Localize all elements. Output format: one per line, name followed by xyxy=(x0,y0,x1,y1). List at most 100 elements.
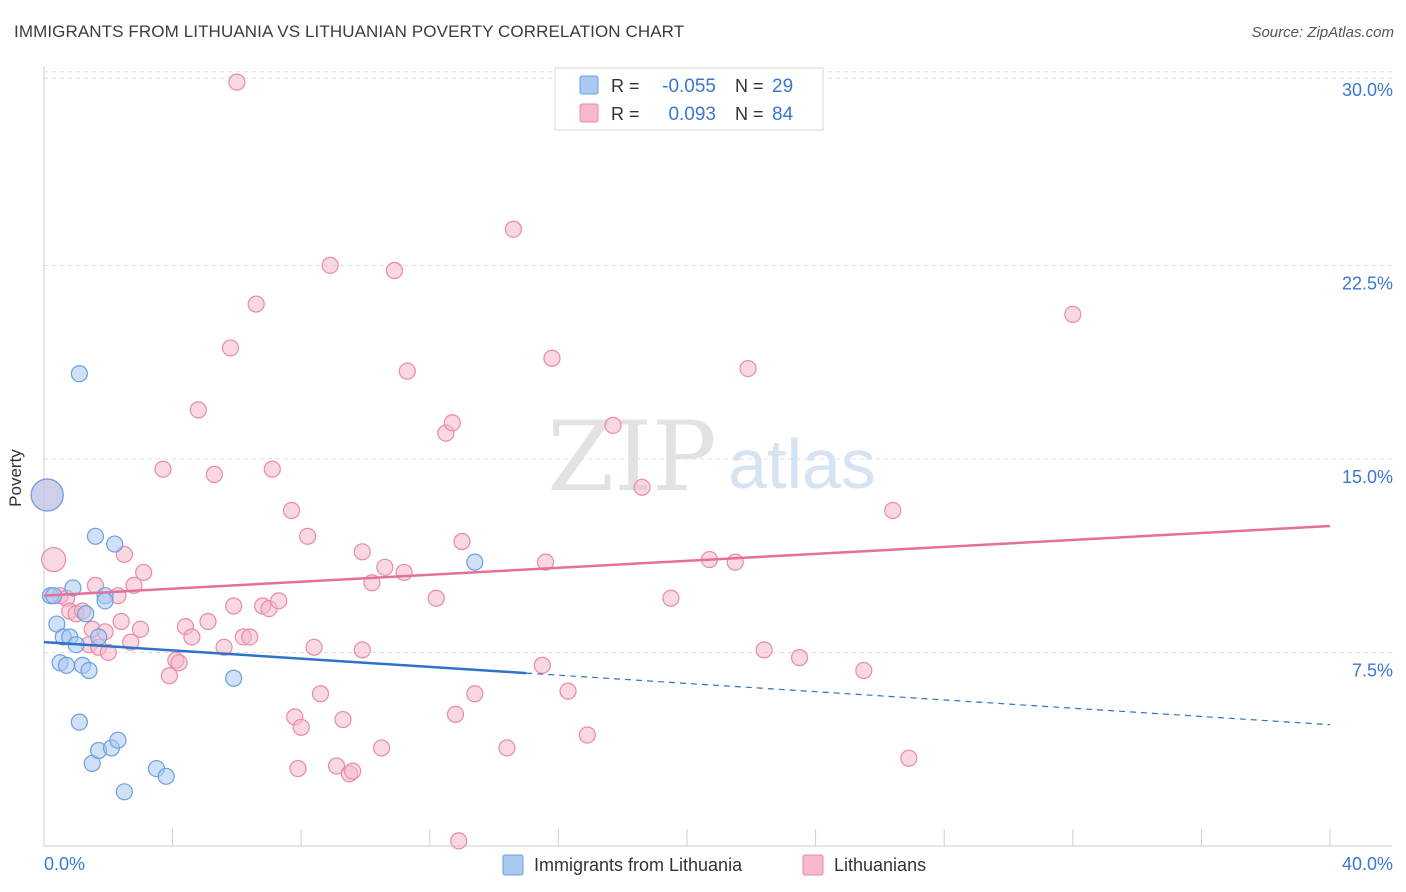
lithuanians-point xyxy=(466,685,484,703)
lithuanians-point xyxy=(247,295,265,313)
trend-lines xyxy=(43,524,1331,726)
lithuanians-point xyxy=(536,553,555,571)
immigrants-point xyxy=(30,478,64,512)
legend-n-label-pink: N = xyxy=(735,104,764,124)
lithuanians-point xyxy=(170,654,188,672)
legend-swatch-blue xyxy=(579,75,599,95)
lithuanians-point xyxy=(498,739,516,757)
lithuanians-point xyxy=(372,739,391,757)
lithuanians-point xyxy=(427,589,445,607)
lithuanians-point xyxy=(241,628,259,646)
y-tick-label: 15.0% xyxy=(1342,467,1393,487)
lithuanians-point xyxy=(884,501,902,520)
lithuanians-point xyxy=(334,710,352,729)
bottom-legend-swatch-pink xyxy=(802,854,824,876)
immigrants-point xyxy=(70,713,88,731)
legend-n-label-blue: N = xyxy=(735,76,764,96)
immigrants-point xyxy=(106,535,124,553)
lithuanians-point xyxy=(726,553,744,571)
lithuanians-point xyxy=(225,597,243,615)
lithuanians-point xyxy=(189,401,207,419)
lithuanians-point xyxy=(299,527,317,545)
immigrants-trend-line xyxy=(43,640,527,675)
y-tick-label: 22.5% xyxy=(1342,273,1393,293)
immigrants-trend-line-extrapolated xyxy=(526,672,1331,726)
legend-swatch-pink xyxy=(579,103,599,123)
immigrants-point xyxy=(96,592,114,610)
lithuanians-point xyxy=(533,656,551,674)
lithuanians-point xyxy=(739,359,757,378)
lithuanians-point xyxy=(633,478,651,496)
x-tick-label-min: 0.0% xyxy=(44,854,85,874)
lithuanians-point xyxy=(289,759,307,778)
immigrants-point xyxy=(90,628,108,646)
lithuanians-point xyxy=(205,465,223,483)
legend-r-value-pink: 0.093 xyxy=(668,104,716,125)
immigrants-point xyxy=(57,656,76,674)
legend-n-value-blue: 29 xyxy=(772,76,793,97)
lithuanians-point xyxy=(543,349,561,367)
grid-lines xyxy=(44,71,1392,653)
lithuanians-point xyxy=(131,620,150,638)
immigrants-point xyxy=(225,669,243,687)
immigrants-point xyxy=(466,553,484,571)
lithuanians-point xyxy=(385,261,404,280)
legend-r-value-blue: -0.055 xyxy=(662,76,716,97)
lithuanians-point xyxy=(305,638,323,656)
lithuanians-point xyxy=(112,612,130,631)
lithuanians-point xyxy=(790,649,809,667)
lithuanians-point xyxy=(900,749,918,767)
lithuanians-point xyxy=(395,563,413,582)
lithuanians-point xyxy=(228,73,246,91)
legend-n-value-pink: 84 xyxy=(772,104,794,125)
bottom-legend: Immigrants from Lithuania Lithuanians xyxy=(502,854,926,876)
lithuanians-point xyxy=(353,641,371,659)
lithuanians-point xyxy=(321,256,339,274)
immigrants-point xyxy=(77,605,95,623)
lithuanians-point xyxy=(282,501,301,520)
lithuanians-trend-line xyxy=(43,524,1331,597)
lithuanians-point xyxy=(578,726,596,744)
series-immigrants-from-lithuania xyxy=(30,365,484,801)
legend-r-label-pink: R = xyxy=(611,104,640,124)
lithuanians-point xyxy=(311,685,330,703)
immigrants-point xyxy=(64,579,82,597)
lithuanians-point xyxy=(41,546,67,573)
immigrants-point xyxy=(115,783,133,801)
lithuanians-point xyxy=(292,718,310,736)
lithuanians-point xyxy=(398,362,416,380)
legend-box: R = -0.055 N = 29 R = 0.093 N = 84 xyxy=(554,67,824,131)
lithuanians-point xyxy=(755,641,773,659)
x-tick-label-max: 40.0% xyxy=(1342,854,1393,874)
watermark: ZIP atlas xyxy=(547,401,876,513)
lithuanians-point xyxy=(344,762,362,780)
lithuanians-point xyxy=(504,220,522,238)
lithuanians-point xyxy=(183,628,201,646)
lithuanians-point xyxy=(559,682,577,700)
bottom-legend-label-blue: Immigrants from Lithuania xyxy=(534,855,743,875)
lithuanians-point xyxy=(270,592,288,610)
lithuanians-point xyxy=(855,661,873,680)
lithuanians-point xyxy=(446,705,465,723)
tick-labels: 7.5% 15.0% 22.5% 30.0% 0.0% 40.0% xyxy=(44,80,1393,874)
lithuanians-point xyxy=(135,563,153,582)
immigrants-point xyxy=(70,365,88,383)
source-label: Source: ZipAtlas.com xyxy=(1251,24,1394,41)
y-tick-label: 7.5% xyxy=(1352,660,1393,680)
lithuanians-point xyxy=(443,414,461,432)
lithuanians-point xyxy=(353,543,371,561)
immigrants-point xyxy=(80,661,98,680)
legend-r-label-blue: R = xyxy=(611,76,640,96)
lithuanians-point xyxy=(327,757,346,775)
lithuanians-point xyxy=(221,339,240,357)
lithuanians-point xyxy=(122,633,140,651)
chart-title: IMMIGRANTS FROM LITHUANIA VS LITHUANIAN … xyxy=(14,22,685,41)
lithuanians-point xyxy=(154,460,172,478)
y-tick-label: 30.0% xyxy=(1342,80,1393,100)
bottom-legend-label-pink: Lithuanians xyxy=(834,855,926,875)
immigrants-point xyxy=(109,731,127,749)
axes xyxy=(43,66,1392,847)
lithuanians-point xyxy=(99,643,117,662)
immigrants-point xyxy=(157,767,175,785)
